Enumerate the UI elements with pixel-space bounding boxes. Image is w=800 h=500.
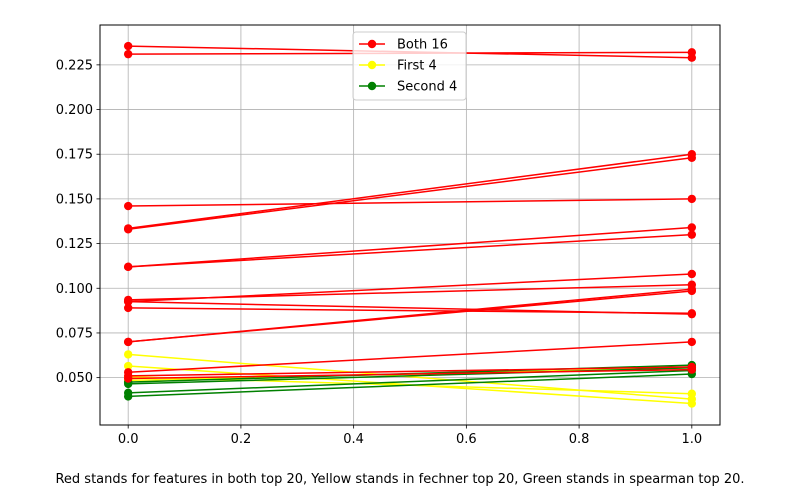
y-tick-label: 0.175 bbox=[56, 148, 93, 163]
series-line bbox=[128, 307, 692, 315]
legend-label: Both 16 bbox=[397, 38, 448, 53]
data-point bbox=[123, 361, 133, 371]
data-point bbox=[123, 41, 133, 51]
y-tick-label: 0.050 bbox=[56, 371, 93, 386]
y-tick-label: 0.150 bbox=[56, 192, 93, 207]
y-tick-label: 0.200 bbox=[56, 103, 93, 118]
data-point bbox=[123, 49, 133, 59]
data-point bbox=[123, 297, 133, 306]
data-point bbox=[687, 284, 697, 294]
chart-caption: Red stands for features in both top 20, … bbox=[55, 472, 745, 487]
x-tick-label: 0.4 bbox=[343, 432, 364, 447]
series-line bbox=[128, 341, 692, 374]
data-point bbox=[687, 194, 697, 204]
data-point bbox=[123, 225, 133, 234]
x-tick-label: 0.0 bbox=[118, 432, 139, 447]
series-line bbox=[128, 368, 692, 380]
series-line bbox=[128, 288, 692, 343]
data-point bbox=[687, 399, 697, 408]
data-point bbox=[687, 230, 697, 239]
x-axis: 0.0 0.2 0.4 0.6 0.8 1.0 bbox=[118, 425, 702, 447]
series-line bbox=[128, 153, 692, 230]
legend-swatch-marker bbox=[367, 60, 377, 70]
x-tick-label: 0.6 bbox=[456, 432, 477, 447]
data-point bbox=[687, 337, 697, 347]
series-line bbox=[128, 366, 692, 377]
data-point bbox=[687, 223, 697, 232]
y-axis: 0.050 0.075 0.100 0.125 0.150 0.175 0.200 0.225 bbox=[56, 58, 100, 386]
line-chart: 0.0 0.2 0.4 0.6 0.8 1.0 0.0500.0750.1000.1250… bbox=[56, 24, 721, 447]
x-tick-label: 0.2 bbox=[231, 432, 252, 447]
data-point bbox=[123, 303, 133, 313]
data-point bbox=[687, 48, 697, 57]
y-tick-label: 0.075 bbox=[56, 326, 93, 341]
series-line bbox=[128, 273, 692, 303]
data-point bbox=[687, 365, 697, 374]
data-point bbox=[123, 201, 133, 211]
data-point bbox=[687, 269, 697, 279]
data-point bbox=[687, 389, 697, 398]
data-point bbox=[123, 374, 133, 383]
series-line bbox=[128, 198, 692, 207]
legend-label: First 4 bbox=[397, 59, 437, 74]
data-point bbox=[123, 392, 133, 401]
legend-swatch-marker bbox=[367, 81, 377, 91]
legend-swatch-marker bbox=[367, 39, 377, 49]
legend-label: Second 4 bbox=[397, 80, 457, 95]
legend-box bbox=[352, 31, 467, 101]
x-tick-label: 0.8 bbox=[569, 432, 590, 447]
y-tick-label: 0.125 bbox=[56, 237, 93, 252]
y-tick-label: 0.225 bbox=[56, 58, 93, 73]
data-point bbox=[123, 337, 133, 347]
data-point bbox=[687, 309, 697, 318]
series-lines bbox=[123, 41, 697, 408]
data-point bbox=[123, 350, 133, 359]
y-tick-label: 0.100 bbox=[56, 282, 93, 297]
legend: Both 16 First 4 Second 4 bbox=[352, 31, 467, 101]
series-line bbox=[128, 157, 692, 231]
series-line bbox=[128, 226, 692, 268]
series-line bbox=[128, 373, 692, 398]
x-tick-label: 1.0 bbox=[681, 432, 702, 447]
series-line bbox=[128, 233, 692, 268]
plot-frame bbox=[99, 24, 721, 426]
series-line bbox=[128, 369, 692, 394]
data-point bbox=[687, 153, 697, 162]
data-point bbox=[123, 262, 133, 272]
